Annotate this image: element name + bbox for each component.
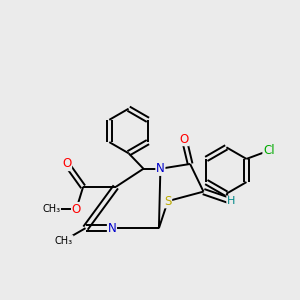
Text: O: O (62, 158, 71, 170)
Text: O: O (180, 133, 189, 146)
Text: O: O (72, 202, 81, 216)
Text: CH₃: CH₃ (42, 204, 60, 214)
Text: Cl: Cl (263, 144, 275, 157)
Text: N: N (156, 162, 165, 175)
Text: S: S (164, 195, 172, 208)
Text: CH₃: CH₃ (55, 236, 73, 246)
Text: H: H (227, 196, 235, 206)
Text: N: N (108, 222, 116, 235)
